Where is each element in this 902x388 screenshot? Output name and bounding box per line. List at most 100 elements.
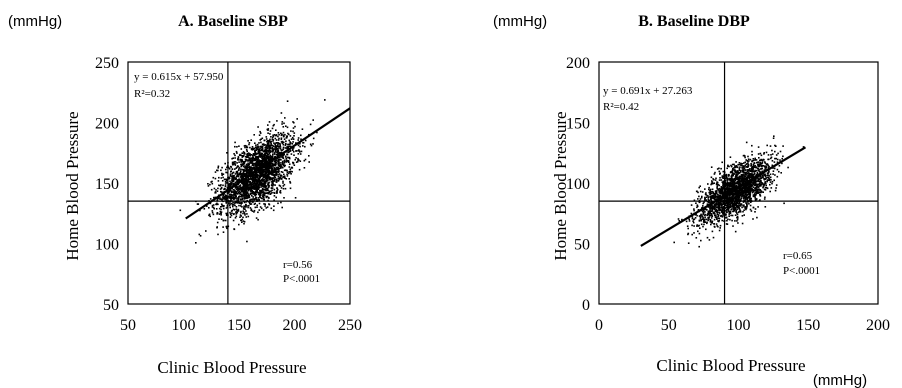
scatter-point bbox=[274, 178, 276, 181]
scatter-point bbox=[251, 187, 254, 190]
scatter-point bbox=[272, 179, 274, 182]
scatter-point bbox=[764, 196, 766, 199]
scatter-point bbox=[272, 182, 274, 185]
scatter-point bbox=[711, 209, 714, 211]
scatter-point bbox=[255, 193, 258, 196]
scatter-point bbox=[255, 149, 257, 151]
scatter-point bbox=[733, 208, 735, 210]
scatter-point bbox=[283, 135, 285, 138]
panel-b-points bbox=[673, 135, 805, 248]
scatter-point bbox=[265, 156, 267, 158]
scatter-point bbox=[758, 178, 761, 180]
scatter-point bbox=[256, 186, 258, 189]
scatter-point bbox=[278, 184, 281, 187]
scatter-point bbox=[243, 187, 246, 189]
scatter-point bbox=[258, 134, 261, 136]
scatter-point bbox=[737, 191, 740, 194]
scatter-point bbox=[239, 184, 242, 186]
scatter-point bbox=[691, 216, 694, 218]
scatter-point bbox=[289, 180, 291, 183]
scatter-point bbox=[757, 164, 760, 167]
scatter-point bbox=[228, 196, 231, 199]
scatter-point bbox=[747, 186, 749, 189]
scatter-point bbox=[276, 192, 278, 194]
scatter-point bbox=[267, 140, 270, 142]
scatter-point bbox=[714, 216, 717, 219]
scatter-point bbox=[248, 165, 251, 168]
scatter-point bbox=[732, 210, 734, 213]
scatter-point bbox=[289, 141, 291, 143]
scatter-point bbox=[292, 162, 295, 165]
scatter-point bbox=[740, 181, 742, 183]
scatter-point bbox=[262, 164, 264, 166]
scatter-point bbox=[274, 149, 277, 151]
scatter-point bbox=[260, 190, 262, 192]
scatter-point bbox=[743, 209, 745, 211]
scatter-point bbox=[281, 206, 283, 209]
scatter-point bbox=[768, 171, 770, 173]
scatter-point bbox=[730, 193, 733, 196]
scatter-point bbox=[709, 196, 712, 199]
scatter-point bbox=[260, 162, 263, 164]
scatter-point bbox=[774, 150, 776, 153]
scatter-point bbox=[288, 163, 291, 165]
scatter-point bbox=[726, 196, 729, 199]
scatter-point bbox=[763, 165, 766, 168]
scatter-point bbox=[276, 189, 278, 192]
scatter-point bbox=[257, 185, 260, 187]
scatter-point bbox=[262, 182, 264, 185]
scatter-point bbox=[702, 225, 704, 228]
panel-a-y-tick: 200 bbox=[95, 116, 119, 133]
scatter-point bbox=[725, 214, 727, 216]
scatter-point bbox=[728, 190, 731, 193]
scatter-point bbox=[234, 164, 237, 166]
scatter-point bbox=[260, 152, 262, 155]
scatter-point bbox=[268, 197, 270, 199]
scatter-point bbox=[283, 138, 286, 140]
scatter-point bbox=[718, 211, 720, 214]
scatter-point bbox=[242, 216, 244, 219]
scatter-point bbox=[259, 171, 262, 174]
scatter-point bbox=[754, 211, 756, 213]
scatter-point bbox=[710, 214, 713, 216]
scatter-point bbox=[264, 160, 267, 163]
panel-a-y-tick: 50 bbox=[103, 297, 119, 314]
scatter-point bbox=[235, 194, 237, 197]
scatter-point bbox=[753, 172, 756, 175]
scatter-point bbox=[243, 180, 246, 183]
scatter-point bbox=[247, 172, 249, 174]
scatter-point bbox=[739, 184, 741, 187]
scatter-point bbox=[240, 215, 242, 217]
scatter-point bbox=[233, 228, 235, 230]
scatter-point bbox=[234, 154, 236, 157]
scatter-point bbox=[760, 183, 762, 186]
scatter-point bbox=[246, 191, 249, 194]
panel-b-r-value: r=0.65 bbox=[783, 250, 813, 262]
scatter-point bbox=[761, 182, 764, 185]
scatter-point bbox=[273, 142, 275, 144]
scatter-point bbox=[743, 196, 745, 199]
scatter-point bbox=[742, 191, 745, 193]
scatter-point bbox=[764, 173, 766, 175]
scatter-point bbox=[757, 179, 760, 182]
scatter-point bbox=[222, 176, 224, 179]
scatter-point bbox=[253, 178, 255, 181]
scatter-point bbox=[289, 168, 292, 171]
scatter-point bbox=[284, 164, 286, 167]
scatter-point bbox=[267, 128, 270, 130]
scatter-point bbox=[703, 201, 705, 204]
scatter-point bbox=[255, 183, 257, 186]
scatter-point bbox=[273, 175, 276, 178]
panel-a: (mmHg) A. Baseline SBP Home Blood Pressu… bbox=[8, 13, 362, 377]
scatter-point bbox=[312, 137, 315, 140]
scatter-point bbox=[254, 146, 257, 149]
scatter-point bbox=[264, 170, 267, 173]
scatter-point bbox=[216, 212, 219, 214]
scatter-point bbox=[757, 206, 759, 208]
scatter-point bbox=[240, 160, 242, 162]
scatter-point bbox=[734, 202, 737, 205]
scatter-point bbox=[243, 162, 246, 165]
scatter-point bbox=[732, 173, 734, 175]
scatter-point bbox=[240, 165, 242, 168]
scatter-point bbox=[289, 143, 291, 145]
